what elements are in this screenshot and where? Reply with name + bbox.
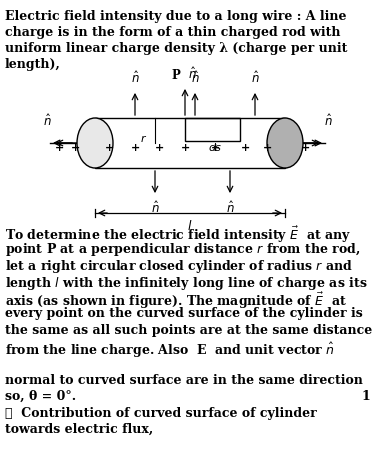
Text: charge is in the form of a thin charged rod with: charge is in the form of a thin charged … [5, 26, 341, 39]
Text: $r$: $r$ [140, 133, 147, 145]
Text: +: + [240, 143, 249, 153]
Text: uniform linear charge density λ (charge per unit: uniform linear charge density λ (charge … [5, 42, 347, 55]
Text: $\hat{n}$: $\hat{n}$ [151, 200, 160, 216]
Text: ds: ds [208, 143, 221, 153]
Text: point P at a perpendicular distance $r$ from the rod,: point P at a perpendicular distance $r$ … [5, 242, 360, 259]
Text: +: + [180, 143, 190, 153]
Text: $\hat{n}$: $\hat{n}$ [131, 70, 139, 86]
Text: $\hat{n}$: $\hat{n}$ [191, 70, 199, 86]
Text: +: + [70, 143, 80, 153]
Text: +: + [130, 143, 139, 153]
Text: +: + [211, 143, 220, 153]
Text: +: + [55, 143, 65, 153]
Text: the same as all such points are at the same distance: the same as all such points are at the s… [5, 324, 372, 337]
Text: from the line charge. Also  E  and unit vector $\hat{n}$: from the line charge. Also E and unit ve… [5, 341, 335, 359]
Text: +: + [263, 143, 273, 153]
Ellipse shape [77, 118, 113, 168]
Text: P: P [171, 69, 180, 82]
Text: +: + [105, 143, 115, 153]
Text: length),: length), [5, 58, 61, 71]
Text: $\hat{n}$: $\hat{n}$ [188, 66, 197, 82]
Text: $\hat{n}$: $\hat{n}$ [324, 113, 332, 129]
Text: Electric field intensity due to a long wire : A line: Electric field intensity due to a long w… [5, 10, 347, 23]
Text: +: + [301, 143, 310, 153]
Text: $\hat{n}$: $\hat{n}$ [251, 70, 259, 86]
Text: 1: 1 [361, 390, 370, 403]
Text: +: + [155, 143, 165, 153]
Text: length $l$ with the infinitely long line of charge as its: length $l$ with the infinitely long line… [5, 275, 367, 292]
Ellipse shape [267, 118, 303, 168]
Text: let a right circular closed cylinder of radius $r$ and: let a right circular closed cylinder of … [5, 258, 353, 275]
Text: normal to curved surface are in the same direction: normal to curved surface are in the same… [5, 374, 363, 387]
Text: axis (as shown in figure). The magnitude of $\vec{E}$  at: axis (as shown in figure). The magnitude… [5, 291, 347, 311]
Text: ∴  Contribution of curved surface of cylinder: ∴ Contribution of curved surface of cyli… [5, 406, 317, 420]
Text: $\hat{n}$: $\hat{n}$ [43, 113, 51, 129]
Text: towards electric flux,: towards electric flux, [5, 423, 153, 436]
Bar [95, 118, 285, 168]
Text: so, θ = 0°.: so, θ = 0°. [5, 390, 76, 403]
Text: every point on the curved surface of the cylinder is: every point on the curved surface of the… [5, 308, 363, 320]
Text: $\hat{n}$: $\hat{n}$ [226, 200, 234, 216]
Text: $l$: $l$ [187, 219, 193, 233]
Text: To determine the electric field intensity $\vec{E}$  at any: To determine the electric field intensit… [5, 225, 351, 245]
